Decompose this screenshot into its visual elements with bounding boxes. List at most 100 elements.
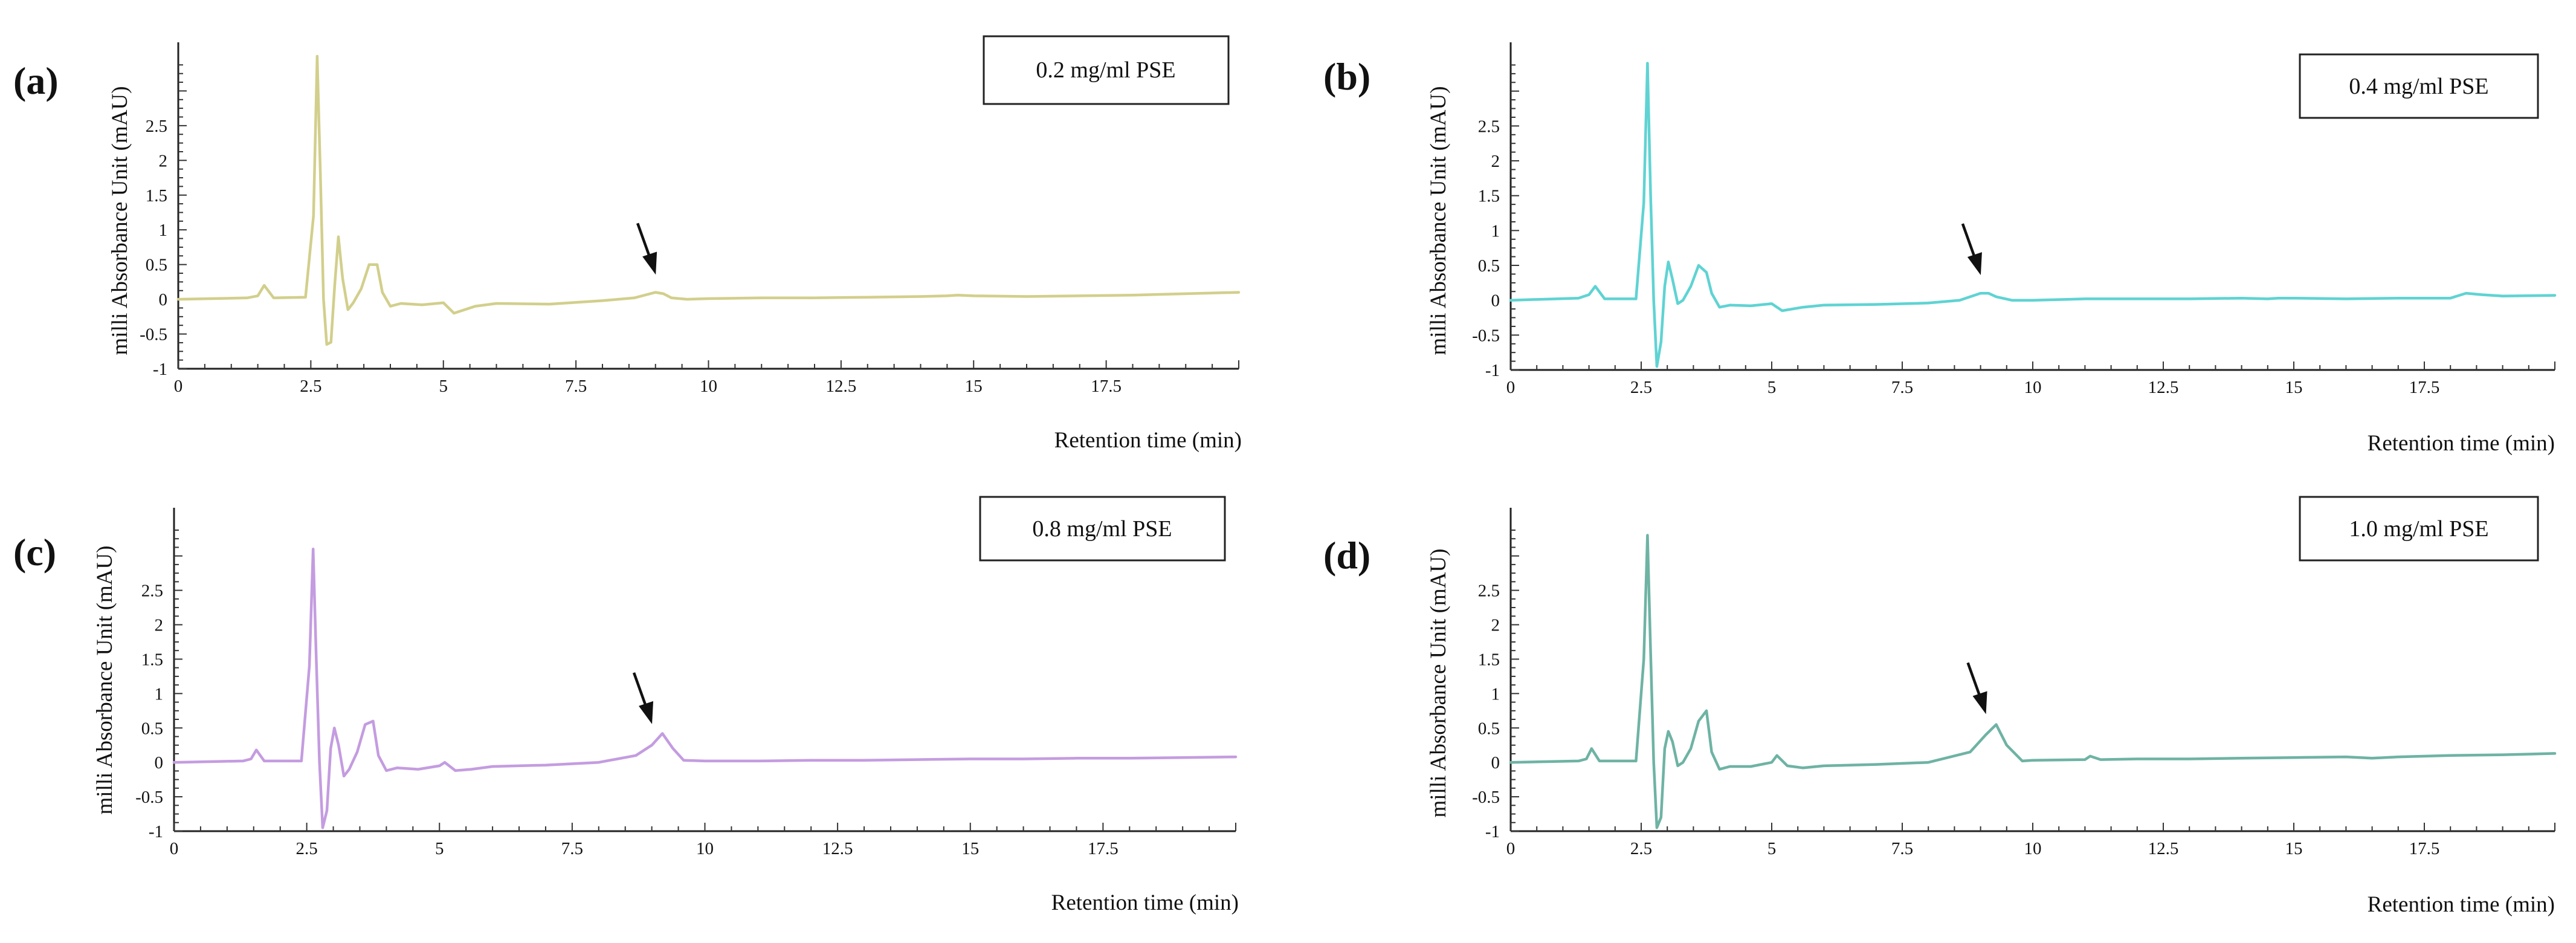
panel-a: (a) milli Absorbance Unit (mAU) -1-0.500… [13, 35, 1242, 453]
arrow-head [1972, 691, 1987, 715]
panel-label-c: (c) [13, 531, 56, 574]
chromatogram-trace-c [172, 548, 1238, 829]
y-tick-label: 1 [159, 221, 168, 240]
panel-label-b: (b) [1323, 55, 1370, 98]
peak-arrow-d [1966, 662, 1987, 715]
y-tick-label: -1 [149, 822, 163, 841]
x-axis-title-b: Retention time (min) [2368, 431, 2555, 456]
y-tick-label: -0.5 [1472, 788, 1500, 807]
x-tick-label: 5 [435, 839, 444, 858]
x-tick-label: 12.5 [2148, 839, 2179, 858]
x-axis-title-a: Retention time (min) [1054, 428, 1242, 453]
legend-box-b [2299, 53, 2539, 119]
x-ticks-a: 0 2.5 5 7.5 10 12.5 15 17.5 [174, 360, 1239, 396]
y-tick-label: -1 [1485, 822, 1500, 841]
y-tick-label: 0.5 [141, 719, 163, 738]
legend-box-c [979, 496, 1226, 562]
x-tick-label: 7.5 [1891, 378, 1913, 397]
legend-label-a: 0.2 mg/ml PSE [1036, 57, 1175, 83]
y-tick-label: 1.5 [141, 650, 163, 669]
x-ticks-b: 0 2.5 5 7.5 10 12.5 15 17.5 [1506, 361, 2555, 397]
x-tick-label: 15 [965, 377, 983, 396]
y-axis-title-c: milli Absorbance Unit (mAU) [92, 546, 117, 815]
x-tick-label: 2.5 [1630, 378, 1652, 397]
y-tick-label: 0 [1491, 753, 1500, 773]
y-tick-label: 0.5 [1478, 256, 1500, 276]
y-tick-label: 2 [159, 151, 168, 170]
x-tick-label: 0 [1506, 378, 1516, 397]
y-ticks-c: -1 -0.5 0 0.5 1 1.5 2 2.5 [135, 529, 182, 841]
x-tick-label: 0 [170, 839, 179, 858]
x-tick-label: 10 [700, 377, 717, 396]
y-tick-label: 2.5 [1478, 582, 1500, 601]
y-tick-label: 2.5 [146, 117, 167, 136]
y-tick-label: -0.5 [1472, 326, 1500, 345]
y-axis-title-d: milli Absorbance Unit (mAU) [1426, 549, 1451, 818]
legend-label-c: 0.8 mg/ml PSE [1032, 516, 1172, 542]
x-tick-label: 5 [1767, 378, 1777, 397]
y-tick-label: 0 [159, 290, 168, 309]
x-tick-label: 0 [174, 377, 183, 396]
x-tick-label: 0 [1506, 839, 1516, 858]
chromatogram-trace-a [176, 54, 1241, 346]
y-tick-label: 0.5 [1478, 719, 1500, 738]
y-tick-label: 2.5 [1478, 117, 1500, 136]
legend-box-a [983, 35, 1230, 105]
x-tick-label: 10 [2024, 378, 2042, 397]
y-ticks-a: -1 -0.5 0 0.5 1 1.5 2 2.5 [140, 64, 187, 379]
x-tick-label: 10 [2024, 839, 2042, 858]
x-axis-title-d: Retention time (min) [2368, 892, 2555, 917]
x-tick-label: 15 [961, 839, 979, 858]
y-tick-label: 2 [1491, 616, 1500, 635]
panel-d: (d) milli Absorbance Unit (mAU) -1-0.500… [1323, 496, 2557, 917]
y-axis-title-b: milli Absorbance Unit (mAU) [1426, 86, 1451, 355]
x-tick-label: 17.5 [1088, 839, 1119, 858]
y-ticks-d: -1 -0.5 0 0.5 1 1.5 2 2.5 [1472, 529, 1519, 841]
x-tick-label: 12.5 [826, 377, 857, 396]
panel-label-d: (d) [1323, 534, 1370, 577]
x-tick-label: 12.5 [822, 839, 853, 858]
y-tick-label: 1 [1491, 684, 1500, 704]
x-tick-label: 15 [2285, 378, 2303, 397]
y-axis-title-a: milli Absorbance Unit (mAU) [108, 86, 132, 355]
chromatogram-trace-d [1509, 534, 2557, 829]
x-tick-label: 7.5 [561, 839, 583, 858]
x-axis-title-c: Retention time (min) [1051, 890, 1239, 915]
y-tick-label: -0.5 [135, 788, 163, 807]
panel-b: (b) milli Absorbance Unit (mAU) -1-0.500… [1323, 42, 2557, 456]
x-tick-label: 5 [1767, 839, 1777, 858]
x-tick-label: 15 [2285, 839, 2303, 858]
y-tick-label: -1 [1485, 361, 1500, 380]
y-tick-label: 2.5 [141, 582, 163, 601]
x-tick-label: 7.5 [565, 377, 587, 396]
y-tick-label: 1.5 [146, 186, 167, 206]
y-tick-label: 1 [1491, 221, 1500, 241]
y-tick-label: 1 [155, 684, 164, 704]
y-tick-label: 2 [1491, 152, 1500, 171]
x-tick-label: 7.5 [1891, 839, 1913, 858]
y-tick-label: 1.5 [1478, 187, 1500, 206]
chromatogram-trace-b [1509, 62, 2557, 368]
x-tick-label: 2.5 [1630, 839, 1652, 858]
arrow-head [639, 701, 654, 724]
legend-label-d: 1.0 mg/ml PSE [2349, 516, 2488, 542]
x-tick-label: 5 [439, 377, 448, 396]
x-tick-label: 17.5 [1091, 377, 1122, 396]
x-tick-label: 17.5 [2409, 839, 2440, 858]
x-ticks-c: 0 2.5 5 7.5 10 12.5 15 17.5 [170, 823, 1236, 858]
arrow-head [642, 251, 657, 275]
x-tick-label: 17.5 [2409, 378, 2440, 397]
x-tick-label: 12.5 [2148, 378, 2179, 397]
x-tick-label: 2.5 [300, 377, 321, 396]
peak-arrow-c [632, 672, 654, 724]
legend-box-d [2299, 496, 2539, 562]
x-ticks-d: 0 2.5 5 7.5 10 12.5 15 17.5 [1506, 823, 2555, 858]
y-tick-label: -0.5 [140, 325, 167, 345]
y-tick-label: -1 [153, 360, 167, 379]
legend-label-b: 0.4 mg/ml PSE [2349, 74, 2488, 99]
y-tick-label: 2 [155, 616, 164, 635]
y-tick-label: 0.5 [146, 256, 167, 275]
arrow-head [1967, 252, 1982, 276]
panel-c: (c) milli Absorbance Unit (mAU) -1 -0.5 0 0… [13, 496, 1239, 915]
y-tick-label: 0 [155, 753, 164, 773]
